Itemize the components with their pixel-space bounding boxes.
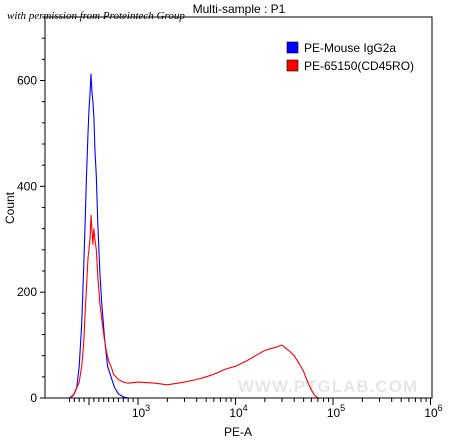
x-tick-label: 106 [424,403,442,420]
legend-label-1: PE-Mouse IgG2a [304,41,396,55]
legend-swatch-2 [286,59,299,72]
permission-watermark: with permission from Proteintech Group [7,10,185,22]
legend-swatch-1 [286,41,299,54]
x-tick-label: 104 [229,403,247,420]
x-axis-label: PE-A [224,425,252,439]
y-tick-label: 400 [17,179,37,193]
y-tick-label: 200 [17,285,37,299]
legend: PE-Mouse IgG2a PE-65150(CD45RO) [286,41,414,73]
legend-label-2: PE-65150(CD45RO) [304,59,414,73]
background-watermark: WWW.PTGLAB.COM [238,377,418,396]
series-line-2 [69,214,319,399]
chart-title: Multi-sample : P1 [193,2,286,16]
y-tick-label: 600 [17,74,37,88]
series-layer [69,73,319,399]
y-tick-label: 0 [30,391,37,405]
x-tick-label: 103 [132,403,150,420]
series-line-1 [69,73,129,399]
x-tick-label: 105 [327,403,345,420]
plot-frame [44,16,433,399]
y-axis-label: Count [3,191,17,224]
